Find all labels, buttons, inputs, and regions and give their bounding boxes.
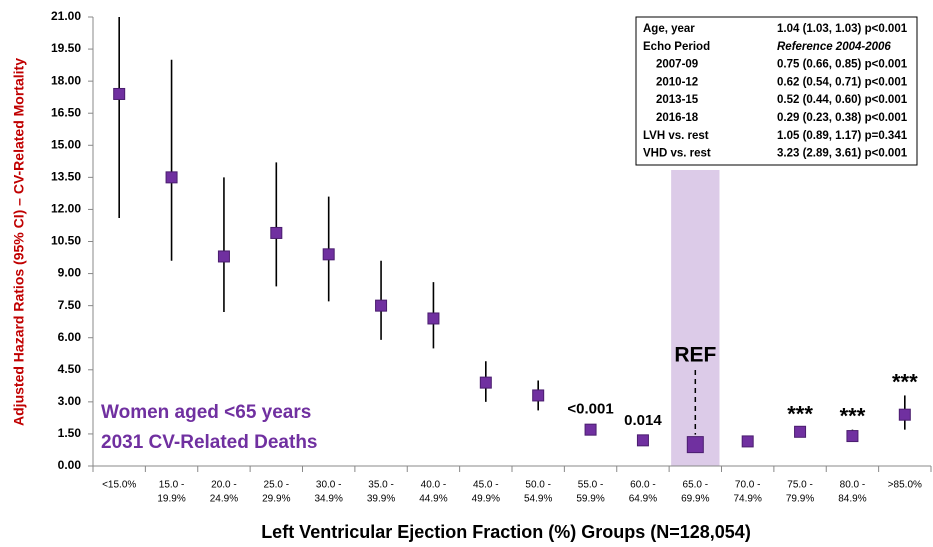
x-tick-label: 19.9%: [157, 494, 185, 505]
y-tick-label: 3.00: [58, 394, 82, 408]
x-tick-label: 40.0 -: [421, 480, 447, 491]
marker: [794, 425, 807, 438]
annotation: ***: [787, 401, 813, 426]
table-value: 0.29 (0.23, 0.38) p<0.001: [777, 112, 908, 124]
x-tick-label: 55.0 -: [578, 480, 604, 491]
marker: [165, 171, 178, 184]
x-tick-label: 64.9%: [629, 494, 657, 505]
marker: [270, 226, 283, 239]
annotation: ***: [892, 369, 918, 394]
annotation: REF: [674, 344, 716, 367]
marker: [113, 87, 126, 100]
y-tick-label: 13.50: [51, 170, 81, 184]
y-tick-label: 19.50: [51, 41, 81, 55]
x-tick-label: >85.0%: [888, 480, 922, 491]
x-tick-label: 34.9%: [315, 494, 343, 505]
x-tick-label: 45.0 -: [473, 480, 499, 491]
marker: [686, 436, 704, 454]
marker: [427, 312, 440, 325]
marker: [322, 248, 335, 261]
x-tick-label: 74.9%: [734, 494, 762, 505]
x-tick-label: 69.9%: [681, 494, 709, 505]
x-axis-label: Left Ventricular Ejection Fraction (%) G…: [261, 522, 751, 542]
marker: [479, 376, 492, 389]
table-value: 0.75 (0.66, 0.85) p<0.001: [777, 59, 908, 71]
text-box-line: Women aged <65 years: [101, 402, 311, 423]
table-label: VHD vs. rest: [643, 148, 711, 160]
marker: [375, 299, 388, 312]
x-tick-label: 35.0 -: [368, 480, 394, 491]
x-tick-label: 29.9%: [262, 494, 290, 505]
x-tick-label: 60.0 -: [630, 480, 656, 491]
table-value: 3.23 (2.89, 3.61) p<0.001: [777, 148, 908, 160]
x-tick-label: 79.9%: [786, 494, 814, 505]
x-tick-label: 20.0 -: [211, 480, 237, 491]
marker: [846, 430, 859, 443]
x-tick-label: 70.0 -: [735, 480, 761, 491]
y-tick-label: 10.50: [51, 234, 81, 248]
x-tick-label: 30.0 -: [316, 480, 342, 491]
table-value: 1.05 (0.89, 1.17) p=0.341: [777, 130, 908, 142]
text-box-line: 2031 CV-Related Deaths: [101, 432, 318, 453]
annotation: 0.014: [624, 412, 662, 429]
y-tick-label: 18.00: [51, 73, 81, 87]
y-tick-label: 1.50: [58, 426, 82, 440]
table-label: LVH vs. rest: [643, 130, 709, 142]
x-tick-label: 65.0 -: [683, 480, 709, 491]
y-tick-label: 12.00: [51, 202, 81, 216]
table-value: 0.62 (0.54, 0.71) p<0.001: [777, 76, 908, 88]
y-tick-label: 0.00: [58, 458, 82, 472]
x-tick-label: 44.9%: [419, 494, 447, 505]
x-tick-label: 25.0 -: [264, 480, 290, 491]
reference-band: [671, 170, 720, 466]
y-tick-label: 15.00: [51, 137, 81, 151]
y-tick-label: 9.00: [58, 266, 82, 280]
x-tick-label: 75.0 -: [787, 480, 813, 491]
y-tick-label: 21.00: [51, 9, 81, 23]
inset-table: [635, 16, 918, 166]
y-axis-label: Adjusted Hazard Ratios (95% CI) – CV-Rel…: [11, 58, 27, 426]
x-tick-label: 50.0 -: [525, 480, 551, 491]
marker: [636, 434, 649, 447]
x-tick-label: <15.0%: [102, 480, 136, 491]
x-tick-label: 39.9%: [367, 494, 395, 505]
marker: [217, 250, 230, 263]
table-label: 2016-18: [656, 112, 699, 124]
y-tick-label: 4.50: [58, 362, 82, 376]
table-value: 0.52 (0.44, 0.60) p<0.001: [777, 94, 908, 106]
table-label: 2007-09: [656, 59, 698, 71]
x-tick-label: 54.9%: [524, 494, 552, 505]
y-tick-label: 6.00: [58, 330, 82, 344]
marker: [584, 423, 597, 436]
table-value: 1.04 (1.03, 1.03) p<0.001: [777, 23, 908, 35]
table-label: 2010-12: [656, 76, 698, 88]
x-tick-label: 24.9%: [210, 494, 238, 505]
table-label: Echo Period: [643, 41, 710, 53]
table-label: Age, year: [643, 23, 695, 35]
x-tick-label: 49.9%: [472, 494, 500, 505]
marker: [532, 389, 545, 402]
y-tick-label: 7.50: [58, 298, 82, 312]
x-tick-label: 84.9%: [838, 494, 866, 505]
y-tick-label: 16.50: [51, 105, 81, 119]
marker: [741, 435, 754, 448]
x-tick-label: 15.0 -: [159, 480, 185, 491]
annotation: ***: [840, 403, 866, 428]
annotation: <0.001: [567, 400, 613, 417]
marker: [898, 408, 911, 421]
x-tick-label: 80.0 -: [840, 480, 866, 491]
x-tick-label: 59.9%: [576, 494, 604, 505]
table-label: 2013-15: [656, 94, 699, 106]
table-value: Reference 2004-2006: [777, 41, 891, 53]
